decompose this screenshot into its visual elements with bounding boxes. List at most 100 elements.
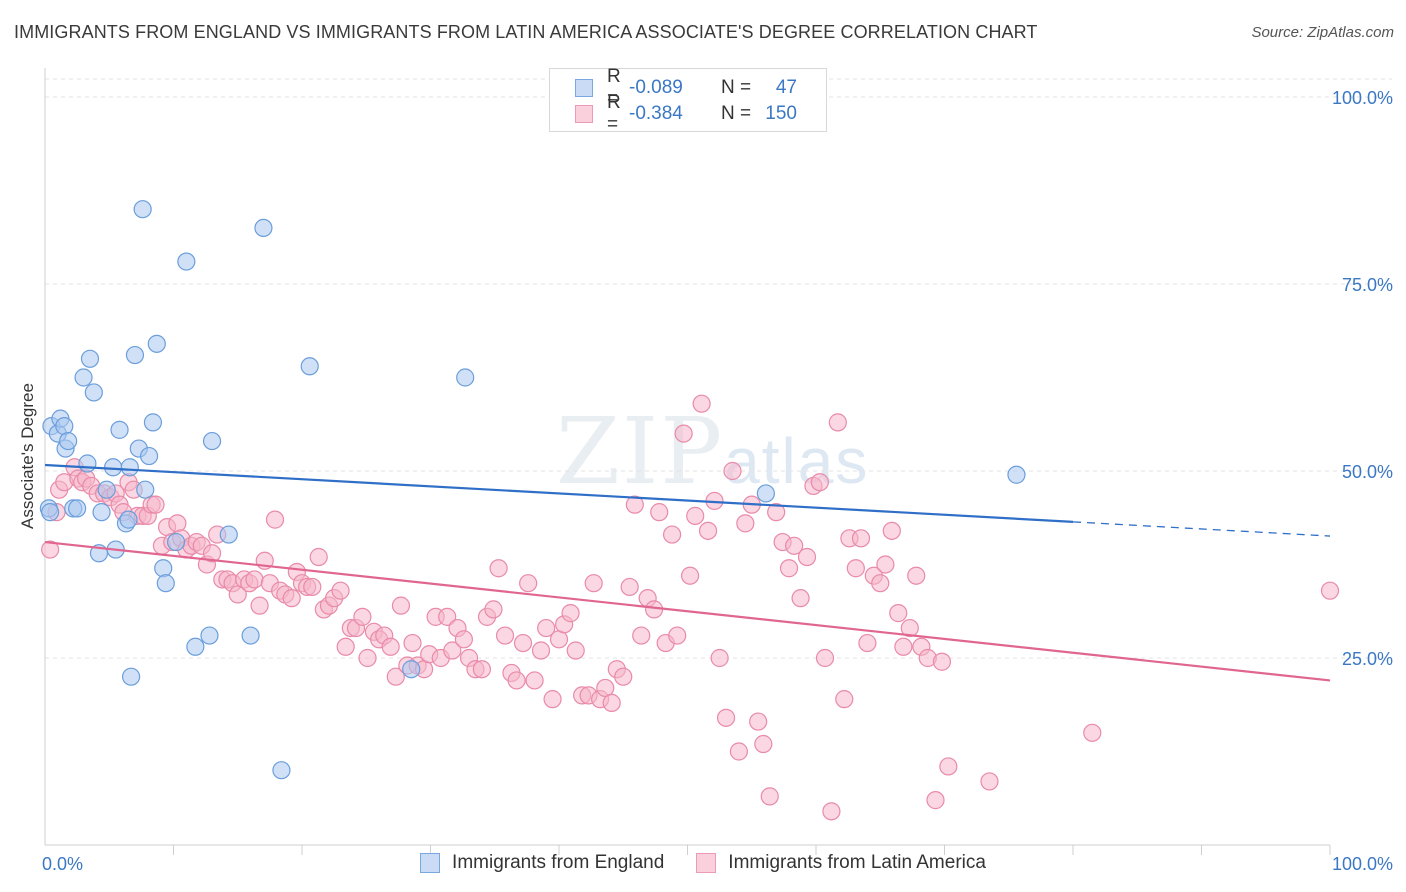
data-point-latam xyxy=(858,633,877,653)
data-point-england xyxy=(143,413,163,432)
data-point-england xyxy=(219,525,238,544)
data-point-latam xyxy=(531,641,551,660)
data-point-latam xyxy=(495,626,515,645)
data-point-latam xyxy=(926,791,945,810)
x-tick-label: 100.0% xyxy=(1332,854,1393,874)
data-point-latam xyxy=(882,521,901,540)
data-point-latam xyxy=(303,577,322,597)
data-point-latam xyxy=(716,708,736,727)
legend-n-value: 150 xyxy=(765,103,797,124)
y-tick-label: 25.0% xyxy=(1342,649,1393,669)
data-point-latam xyxy=(454,630,474,649)
data-point-latam xyxy=(391,596,411,615)
data-point-latam xyxy=(680,566,700,585)
data-point-england xyxy=(125,345,145,365)
data-point-latam xyxy=(566,641,585,660)
data-point-latam xyxy=(228,585,247,604)
y-axis-label: Associate's Degree xyxy=(18,383,37,529)
data-point-latam xyxy=(537,618,556,638)
data-point-latam xyxy=(513,633,533,653)
chart-title: IMMIGRANTS FROM ENGLAND VS IMMIGRANTS FR… xyxy=(14,22,1038,42)
data-point-latam xyxy=(443,641,462,660)
data-point-latam xyxy=(584,574,603,593)
series-swatch-latam xyxy=(696,853,717,873)
data-point-latam xyxy=(760,787,779,806)
series-latam xyxy=(41,394,1340,821)
legend-r-value: -0.384 xyxy=(629,103,683,124)
data-point-latam xyxy=(889,604,908,623)
series-england xyxy=(39,200,1026,780)
trend-line-england xyxy=(44,463,1074,523)
legend-r-label: R = xyxy=(607,92,621,135)
data-point-latam xyxy=(146,495,165,514)
legend-r-value: -0.089 xyxy=(629,77,683,98)
data-point-england xyxy=(1007,465,1026,484)
data-point-england xyxy=(119,510,138,529)
data-point-latam xyxy=(403,633,422,653)
y-tick-label: 50.0% xyxy=(1342,462,1393,482)
data-point-latam xyxy=(309,547,328,567)
data-point-latam xyxy=(519,574,538,593)
data-point-latam xyxy=(282,589,301,608)
data-point-england xyxy=(97,480,116,499)
data-point-latam xyxy=(785,536,804,555)
data-point-latam xyxy=(484,600,503,619)
data-point-latam xyxy=(791,589,810,608)
data-point-latam xyxy=(674,424,693,443)
data-point-latam xyxy=(245,570,264,589)
data-point-latam xyxy=(851,529,871,548)
series-legend-england[interactable]: Immigrants from England xyxy=(420,852,664,874)
data-point-latam xyxy=(907,566,926,585)
data-point-latam xyxy=(625,495,644,514)
data-point-england xyxy=(200,626,219,645)
data-point-latam xyxy=(507,671,526,690)
data-point-england xyxy=(120,458,139,477)
data-point-latam xyxy=(767,503,786,522)
watermark-main: ZIP xyxy=(556,398,725,505)
legend-row-latam: R = -0.384 N = 150 xyxy=(575,92,797,135)
legend-row-england: R = -0.089 N = 47 xyxy=(575,66,797,109)
data-point-latam xyxy=(900,618,919,638)
data-point-england xyxy=(104,458,123,477)
data-point-latam xyxy=(710,648,729,668)
data-point-latam xyxy=(815,648,835,668)
trend-line-dashed-england xyxy=(1072,521,1331,537)
data-point-latam xyxy=(662,525,682,544)
data-point-latam xyxy=(894,637,913,656)
data-point-latam xyxy=(331,581,350,600)
source-label: Source: ZipAtlas.com xyxy=(1251,24,1394,41)
data-point-latam xyxy=(810,473,829,492)
x-tick-label: 0.0% xyxy=(42,854,83,874)
series-label-england: Immigrants from England xyxy=(452,852,665,873)
data-point-latam xyxy=(1083,723,1102,742)
data-point-england xyxy=(147,334,166,353)
data-point-england xyxy=(80,349,100,368)
data-point-latam xyxy=(754,734,773,754)
data-point-england xyxy=(177,252,196,271)
data-point-england xyxy=(74,368,93,387)
legend-swatch-latam xyxy=(575,105,593,123)
data-point-latam xyxy=(489,559,508,578)
data-point-latam xyxy=(698,521,718,540)
data-point-latam xyxy=(822,802,841,821)
data-point-latam xyxy=(543,690,562,709)
series-legend-latam[interactable]: Immigrants from Latin America xyxy=(696,852,986,874)
data-point-england xyxy=(202,431,222,451)
data-point-england xyxy=(136,480,155,499)
data-point-england xyxy=(300,357,319,376)
data-point-england xyxy=(110,420,129,439)
trend-line-latam xyxy=(44,540,1331,682)
data-point-england xyxy=(139,446,159,466)
stats-legend: R = -0.089 N = 47 R = -0.384 N = 150 xyxy=(549,66,827,135)
series-label-latam: Immigrants from Latin America xyxy=(728,852,986,873)
data-point-england xyxy=(756,484,775,503)
data-point-latam xyxy=(41,540,60,559)
data-point-latam xyxy=(472,660,491,679)
data-point-england xyxy=(241,626,260,645)
data-point-england xyxy=(166,532,186,552)
data-point-latam xyxy=(736,514,755,533)
data-point-latam xyxy=(202,544,222,563)
data-point-latam xyxy=(168,514,187,533)
legend-n-value: 47 xyxy=(775,77,797,98)
